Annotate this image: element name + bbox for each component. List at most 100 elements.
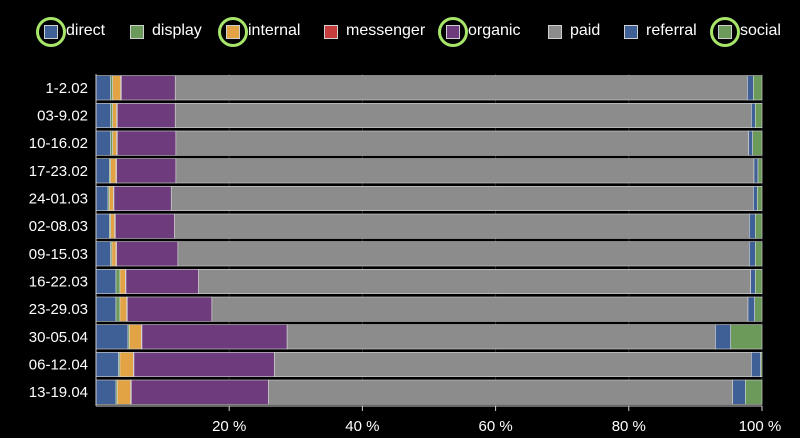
legend-swatch [718, 25, 732, 39]
bar-segment-paid[interactable] [268, 379, 733, 405]
x-tick-label: 20 % [212, 418, 246, 435]
bar-segment-paid[interactable] [211, 296, 749, 322]
bar-segment-paid[interactable] [177, 241, 750, 267]
bar-segment-referral[interactable] [751, 352, 761, 377]
bar-segment-paid[interactable] [198, 269, 751, 294]
bar-segment-organic[interactable] [116, 158, 177, 184]
legend-highlight-ring [438, 17, 468, 47]
legend-label: paid [570, 22, 601, 39]
bar-segment-social[interactable] [754, 296, 763, 322]
bar-segment-social[interactable] [757, 158, 763, 184]
bar-segment-paid[interactable] [174, 103, 752, 128]
bar-segment-paid[interactable] [175, 158, 755, 184]
bar-segment-organic[interactable] [141, 324, 288, 350]
bar-segment-direct[interactable] [95, 158, 110, 184]
y-tick-label: 13-19.04 [29, 384, 88, 401]
bar-segment-paid[interactable] [174, 75, 748, 101]
y-tick-label: 10-16.02 [29, 135, 88, 152]
bar-segment-internal[interactable] [119, 269, 126, 294]
bar-segment-display[interactable] [115, 296, 121, 322]
bar-segment-referral[interactable] [751, 103, 756, 128]
bar-segment-social[interactable] [753, 75, 763, 101]
bar-segment-internal[interactable] [129, 324, 142, 350]
bar-segment-social[interactable] [730, 324, 763, 350]
bar-segment-organic[interactable] [115, 213, 175, 239]
bar-segment-direct[interactable] [95, 324, 129, 350]
bar-segment-direct[interactable] [95, 130, 111, 156]
bar-segment-referral[interactable] [748, 130, 753, 156]
y-tick-label: 03-9.02 [37, 108, 88, 125]
bar-segment-direct[interactable] [95, 379, 117, 405]
bar-segment-paid[interactable] [175, 130, 749, 156]
bar-segment-referral[interactable] [732, 379, 746, 405]
bar-segment-internal[interactable] [119, 296, 127, 322]
plot-area [96, 74, 762, 406]
bar-segment-organic[interactable] [127, 296, 213, 322]
bar-segment-direct[interactable] [95, 296, 117, 322]
y-tick-label: 17-23.02 [29, 163, 88, 180]
bar-segment-organic[interactable] [117, 103, 176, 128]
bar-segment-organic[interactable] [113, 186, 172, 211]
bar-segment-referral[interactable] [749, 213, 756, 239]
bar-segment-referral[interactable] [753, 158, 759, 184]
legend-highlight-ring [218, 17, 248, 47]
bar-segment-internal[interactable] [109, 186, 114, 211]
legend-swatch [624, 25, 638, 39]
bar-segment-social[interactable] [755, 241, 763, 267]
bar-segment-internal[interactable] [110, 158, 117, 184]
legend-label: display [152, 22, 202, 39]
bar-segment-direct[interactable] [95, 75, 111, 101]
legend-swatch [226, 25, 240, 39]
bar-segment-referral[interactable] [715, 324, 731, 350]
bar-segment-internal[interactable] [112, 130, 117, 156]
legend-highlight-ring [36, 17, 66, 47]
x-tick-label: 40 % [345, 418, 379, 435]
x-tick-label: 100 % [739, 418, 782, 435]
legend-swatch [324, 25, 338, 39]
bar-segment-paid[interactable] [286, 324, 716, 350]
bar-segment-organic[interactable] [133, 352, 275, 377]
bar-segment-internal[interactable] [117, 379, 131, 405]
bar-segment-internal[interactable] [110, 213, 115, 239]
bar-segment-social[interactable] [755, 103, 763, 128]
bar-segment-referral[interactable] [750, 269, 756, 294]
bar-segment-organic[interactable] [117, 130, 177, 156]
bar-segment-display[interactable] [115, 269, 121, 294]
bar-segment-direct[interactable] [95, 213, 110, 239]
bar-segment-organic[interactable] [125, 269, 199, 294]
legend-label: referral [646, 22, 697, 39]
bar-segment-direct[interactable] [95, 269, 117, 294]
legend-highlight-ring [710, 17, 740, 47]
bar-segment-paid[interactable] [174, 213, 750, 239]
y-tick-label: 16-22.03 [29, 274, 88, 291]
bar-segment-organic[interactable] [130, 379, 269, 405]
bar-segment-referral[interactable] [747, 296, 755, 322]
bar-segment-direct[interactable] [95, 352, 119, 377]
bar-segment-referral[interactable] [749, 241, 756, 267]
x-tick-label: 80 % [612, 418, 646, 435]
bar-segment-social[interactable] [755, 213, 763, 239]
bar-segment-internal[interactable] [119, 352, 134, 377]
bar-segment-direct[interactable] [95, 186, 109, 211]
bar-segment-social[interactable] [757, 186, 763, 211]
x-tick-label: 60 % [478, 418, 512, 435]
bar-segment-organic[interactable] [121, 75, 176, 101]
bar-segment-social[interactable] [755, 269, 763, 294]
bar-segment-referral[interactable] [747, 75, 754, 101]
bar-segment-direct[interactable] [95, 103, 111, 128]
bar-segment-social[interactable] [752, 130, 763, 156]
legend-label: internal [248, 22, 301, 39]
bar-segment-paid[interactable] [170, 186, 754, 211]
bar-segment-internal[interactable] [111, 241, 117, 267]
bar-segment-organic[interactable] [116, 241, 179, 267]
bar-segment-direct[interactable] [95, 241, 111, 267]
bar-segment-social[interactable] [760, 352, 763, 377]
bar-segment-referral[interactable] [753, 186, 758, 211]
bar-segment-social[interactable] [745, 379, 763, 405]
y-tick-label: 09-15.03 [29, 246, 88, 263]
bar-segment-internal[interactable] [112, 75, 121, 101]
bar-segment-internal[interactable] [112, 103, 117, 128]
bar-segment-paid[interactable] [274, 352, 752, 377]
legend-swatch [548, 25, 562, 39]
